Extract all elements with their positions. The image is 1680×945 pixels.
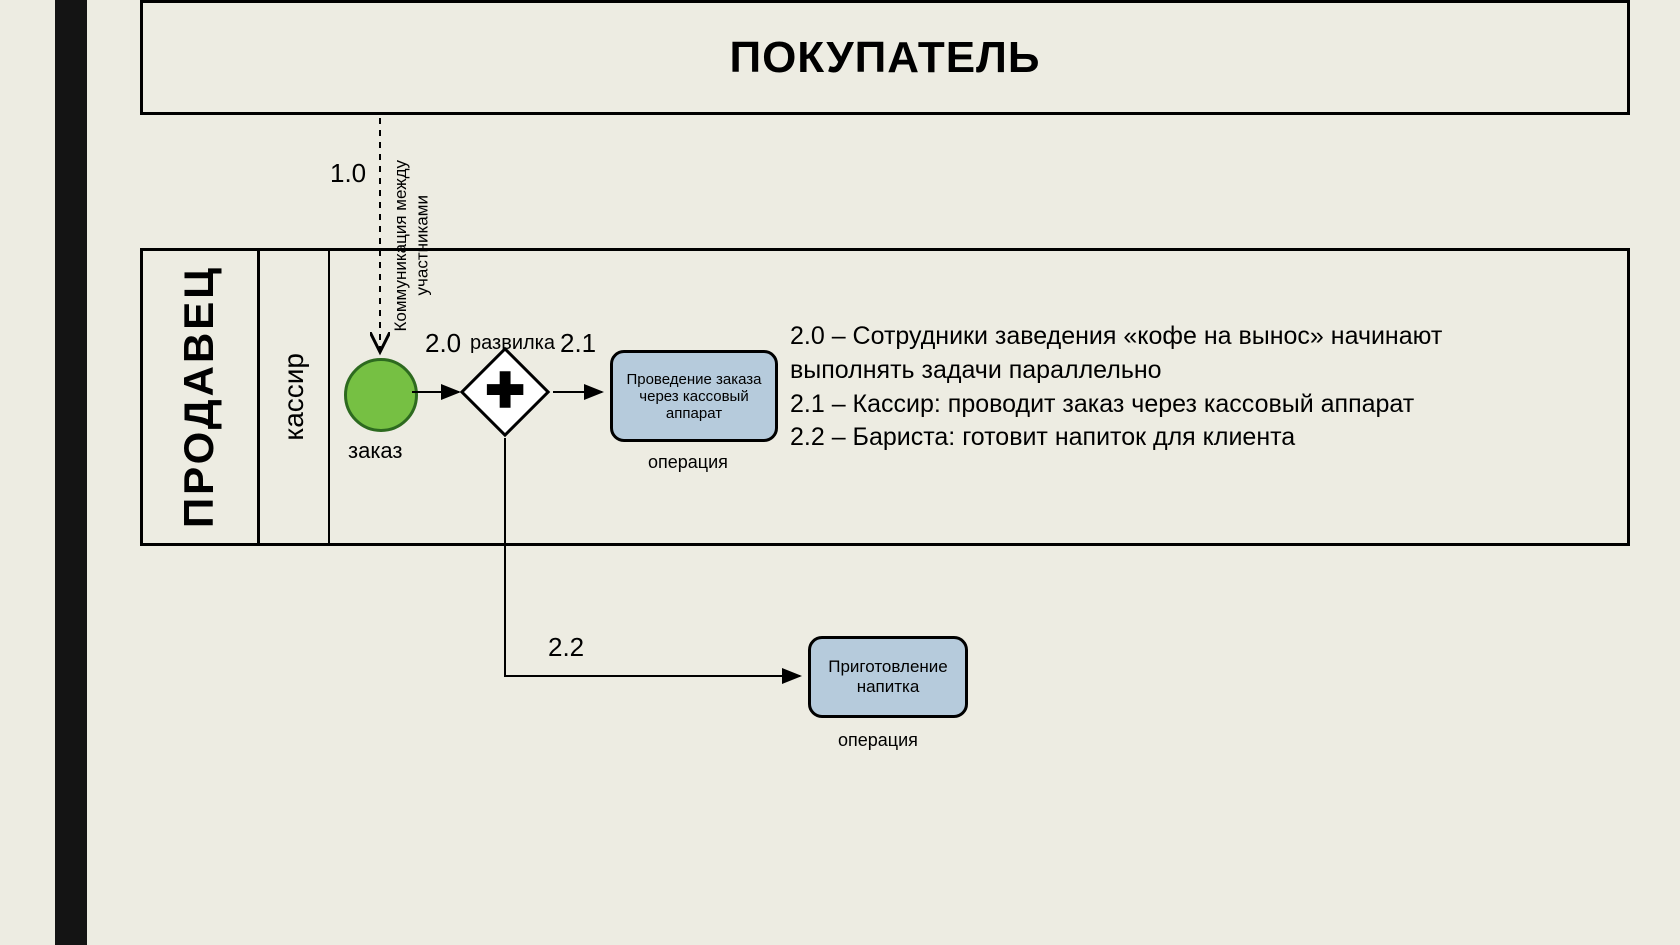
start-event (344, 358, 418, 432)
seller-lane-label: ПРОДАВЕЦ (175, 265, 223, 528)
label-communication: Коммуникация междуучастниками (390, 160, 433, 331)
label-1-0: 1.0 (330, 158, 366, 189)
buyer-lane-label: ПОКУПАТЕЛЬ (729, 33, 1040, 83)
task-drink-text: Приготовление напитка (821, 657, 955, 697)
task-drink: Приготовление напитка (808, 636, 968, 718)
start-event-label: заказ (348, 438, 403, 464)
label-2-1: 2.1 (560, 328, 596, 359)
label-operation-1: операция (648, 452, 728, 473)
plus-icon: ✚ (485, 368, 525, 416)
seller-lane-label-cell: ПРОДАВЕЦ (140, 248, 260, 546)
task-payment-text: Проведение заказа через кассовый аппарат (623, 371, 765, 422)
cashier-sublane-cell: кассир (260, 248, 330, 546)
label-2-2: 2.2 (548, 632, 584, 663)
description-block: 2.0 – Сотрудники заведения «кофе на выно… (790, 320, 1490, 455)
diagram-canvas: ПОКУПАТЕЛЬ ПРОДАВЕЦ кассир заказ ✚ Прове… (0, 0, 1680, 945)
description-line: 2.2 – Бариста: готовит напиток для клиен… (790, 421, 1490, 455)
cashier-sublane-label: кассир (278, 353, 310, 441)
buyer-lane: ПОКУПАТЕЛЬ (140, 0, 1630, 115)
description-line: 2.0 – Сотрудники заведения «кофе на выно… (790, 320, 1490, 388)
label-fork: развилка (470, 332, 555, 355)
label-operation-2: операция (838, 730, 918, 751)
left-accent-bar (55, 0, 87, 945)
label-2-0: 2.0 (425, 328, 461, 359)
description-line: 2.1 – Кассир: проводит заказ через кассо… (790, 388, 1490, 422)
task-payment: Проведение заказа через кассовый аппарат (610, 350, 778, 442)
